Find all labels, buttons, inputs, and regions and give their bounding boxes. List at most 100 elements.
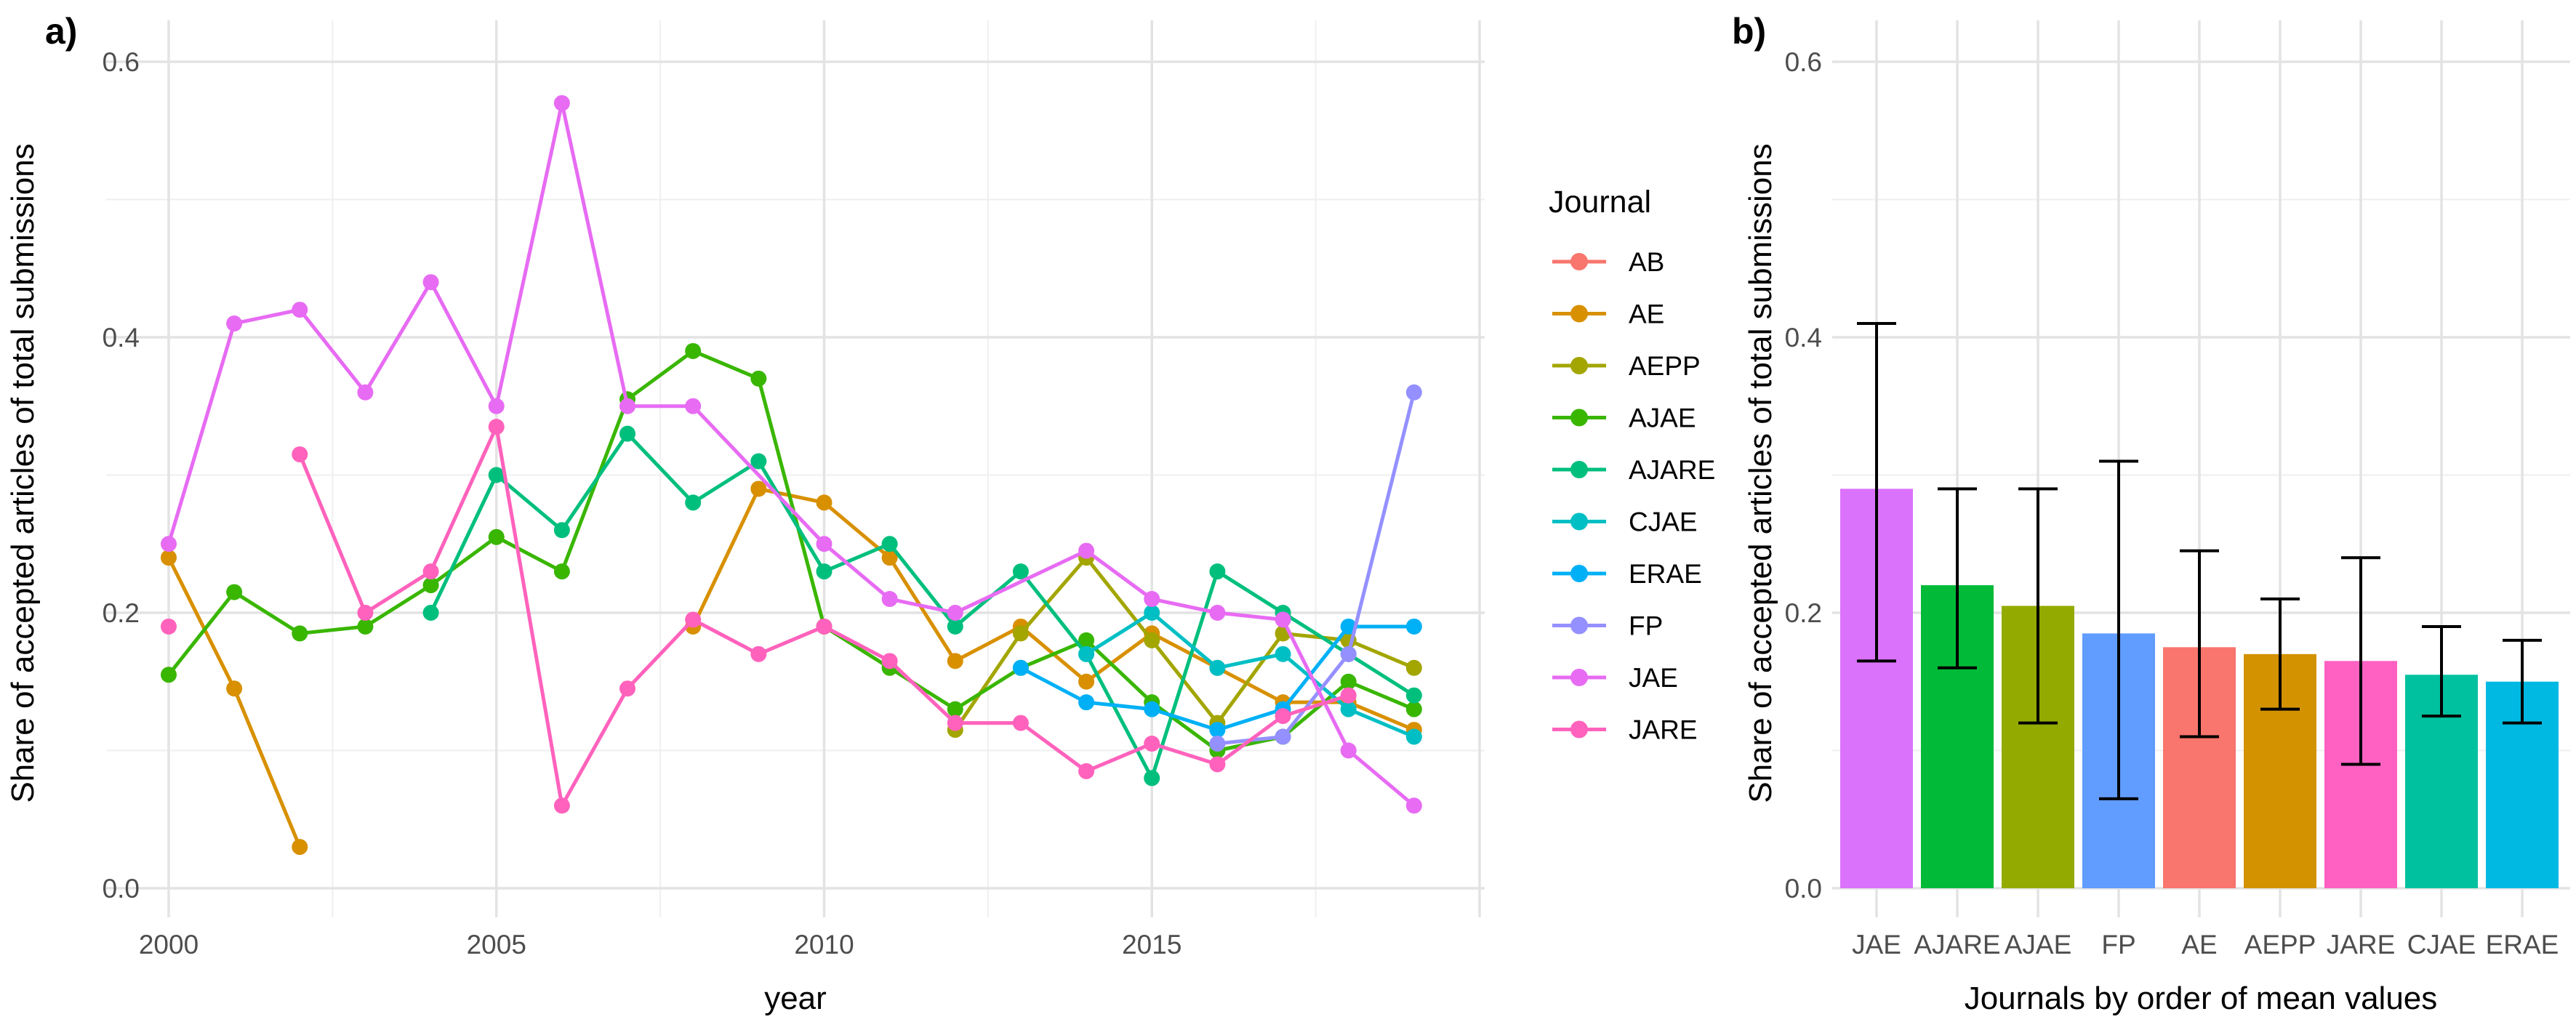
series-point-AE <box>881 550 898 566</box>
errorbar-JARE <box>2341 556 2380 766</box>
panel-a-x-axis-title: year <box>764 981 827 1016</box>
panel-b-y-tick-label: 0.4 <box>1785 323 1822 353</box>
panel-b-tag: b) <box>1732 11 1766 52</box>
series-point-JAE <box>1144 591 1160 608</box>
series-point-CJAE <box>1078 645 1095 662</box>
series-AE <box>161 480 1422 856</box>
series-point-AE <box>1078 673 1095 690</box>
series-point-AJARE <box>553 522 570 539</box>
panel-b-tick-labels: 0.0 0.2 0.4 0.6 JAE AJARE AJAE FP AE AEPP JARE CJAE… <box>1785 47 2559 959</box>
series-point-AJARE <box>488 467 505 483</box>
series-point-ERAE <box>1340 618 1357 635</box>
panel-a-x-tick-label: 2000 <box>139 930 198 959</box>
series-point-JARE <box>161 618 177 635</box>
panel-a-x-tick-label: 2010 <box>794 930 854 959</box>
legend-key-point-AE <box>1570 305 1588 323</box>
panel-b-y-tick-label: 0.6 <box>1785 47 1822 77</box>
series-point-JAE <box>488 398 505 414</box>
panel-b-x-tick-label: JARE <box>2327 930 2396 959</box>
series-point-AJARE <box>750 453 767 470</box>
series-point-JARE <box>1078 763 1095 779</box>
legend-key-point-AJAE <box>1570 409 1588 427</box>
errorbar-AJAE <box>2018 487 2058 725</box>
series-point-FP <box>1275 728 1291 745</box>
series-point-AJARE <box>1012 563 1029 580</box>
series-point-AJAE <box>357 618 374 635</box>
panel-b-y-tick-label: 0.2 <box>1785 598 1822 628</box>
legend-label-AB: AB <box>1629 247 1664 277</box>
series-point-JARE <box>947 715 963 731</box>
legend-label-CJAE: CJAE <box>1629 507 1698 537</box>
panel-b-x-tick-label: JAE <box>1852 930 1901 959</box>
panel-a-y-tick-label: 0.2 <box>103 598 140 628</box>
legend-key-point-AB <box>1570 253 1588 270</box>
series-point-JAE <box>292 302 308 318</box>
series-point-ERAE <box>1209 722 1226 739</box>
series-point-AJARE <box>422 605 439 621</box>
series-point-AJARE <box>1144 770 1160 786</box>
series-point-JAE <box>1209 605 1226 621</box>
series-point-JARE <box>1209 756 1226 773</box>
series-point-AJAE <box>750 370 767 387</box>
series-point-JAE <box>947 605 963 621</box>
legend-label-JARE: JARE <box>1629 715 1698 745</box>
legend-key-point-JAE <box>1570 669 1588 686</box>
series-point-CJAE <box>1340 701 1357 717</box>
series-point-AJAE <box>1405 701 1422 717</box>
errorbar-FP <box>2099 459 2138 800</box>
series-point-ERAE <box>1078 694 1095 711</box>
series-point-AJARE <box>881 536 898 552</box>
series-point-AJAE <box>1340 673 1357 690</box>
series-point-JARE <box>619 680 636 697</box>
legend-item-JAE: JAE <box>1552 663 1678 693</box>
series-point-AE <box>816 494 832 511</box>
legend-item-AB: AB <box>1552 247 1664 277</box>
series-point-AE <box>292 839 308 856</box>
legend-key-point-ERAE <box>1570 565 1588 582</box>
series-point-AJARE <box>619 425 636 442</box>
series-point-JAE <box>357 384 374 401</box>
panel-a-y-tick-label: 0.4 <box>103 323 140 353</box>
series-point-AJAE <box>947 701 963 717</box>
series-JAE <box>161 94 1422 814</box>
series-point-FP <box>1340 645 1357 662</box>
series-point-JARE <box>1340 687 1357 704</box>
series-point-JAE <box>881 591 898 608</box>
errorbar-AJARE <box>1938 487 1977 669</box>
errorbar-ERAE <box>2503 638 2542 725</box>
series-point-AJAE <box>422 577 439 594</box>
series-point-AJARE <box>685 494 702 511</box>
series-point-JAE <box>619 398 636 414</box>
legend-item-CJAE: CJAE <box>1552 507 1698 537</box>
series-point-JAE <box>685 398 702 414</box>
legend-item-AE: AE <box>1552 299 1664 329</box>
series-point-FP <box>1405 384 1422 401</box>
series-line-AE <box>691 486 1416 732</box>
panel-a-x-tick-label: 2005 <box>467 930 526 959</box>
panel-a-series <box>161 94 1422 856</box>
series-point-AEPP <box>1144 632 1160 648</box>
series-point-AJARE <box>816 563 832 580</box>
panel-b-x-tick-label: FP <box>2101 930 2135 959</box>
panel-a-gridlines <box>106 20 1485 917</box>
series-point-ERAE <box>1144 701 1160 717</box>
panel-b-x-tick-label: CJAE <box>2407 930 2476 959</box>
series-point-CJAE <box>1275 645 1291 662</box>
legend-title: Journal <box>1549 185 1651 220</box>
panel-b-x-tick-label: ERAE <box>2486 930 2559 959</box>
series-point-AE <box>161 550 177 566</box>
panel-a-y-tick-label: 0.0 <box>103 874 140 904</box>
panel-a-tag: a) <box>45 11 77 52</box>
series-line-JAE <box>166 101 1416 808</box>
panel-a-y-tick-label: 0.6 <box>103 47 140 77</box>
legend-items: AB AE AEPP AJAE AJARE CJAE ERAE FP JAE JARE <box>1552 247 1715 745</box>
series-point-ERAE <box>1405 618 1422 635</box>
series-point-JARE <box>1275 708 1291 725</box>
series-point-AE <box>750 480 767 497</box>
series-point-AJARE <box>1209 563 1226 580</box>
errorbar-AE <box>2180 549 2219 739</box>
series-point-JAE <box>553 94 570 111</box>
panel-b-x-tick-label: AJARE <box>1914 930 2000 959</box>
